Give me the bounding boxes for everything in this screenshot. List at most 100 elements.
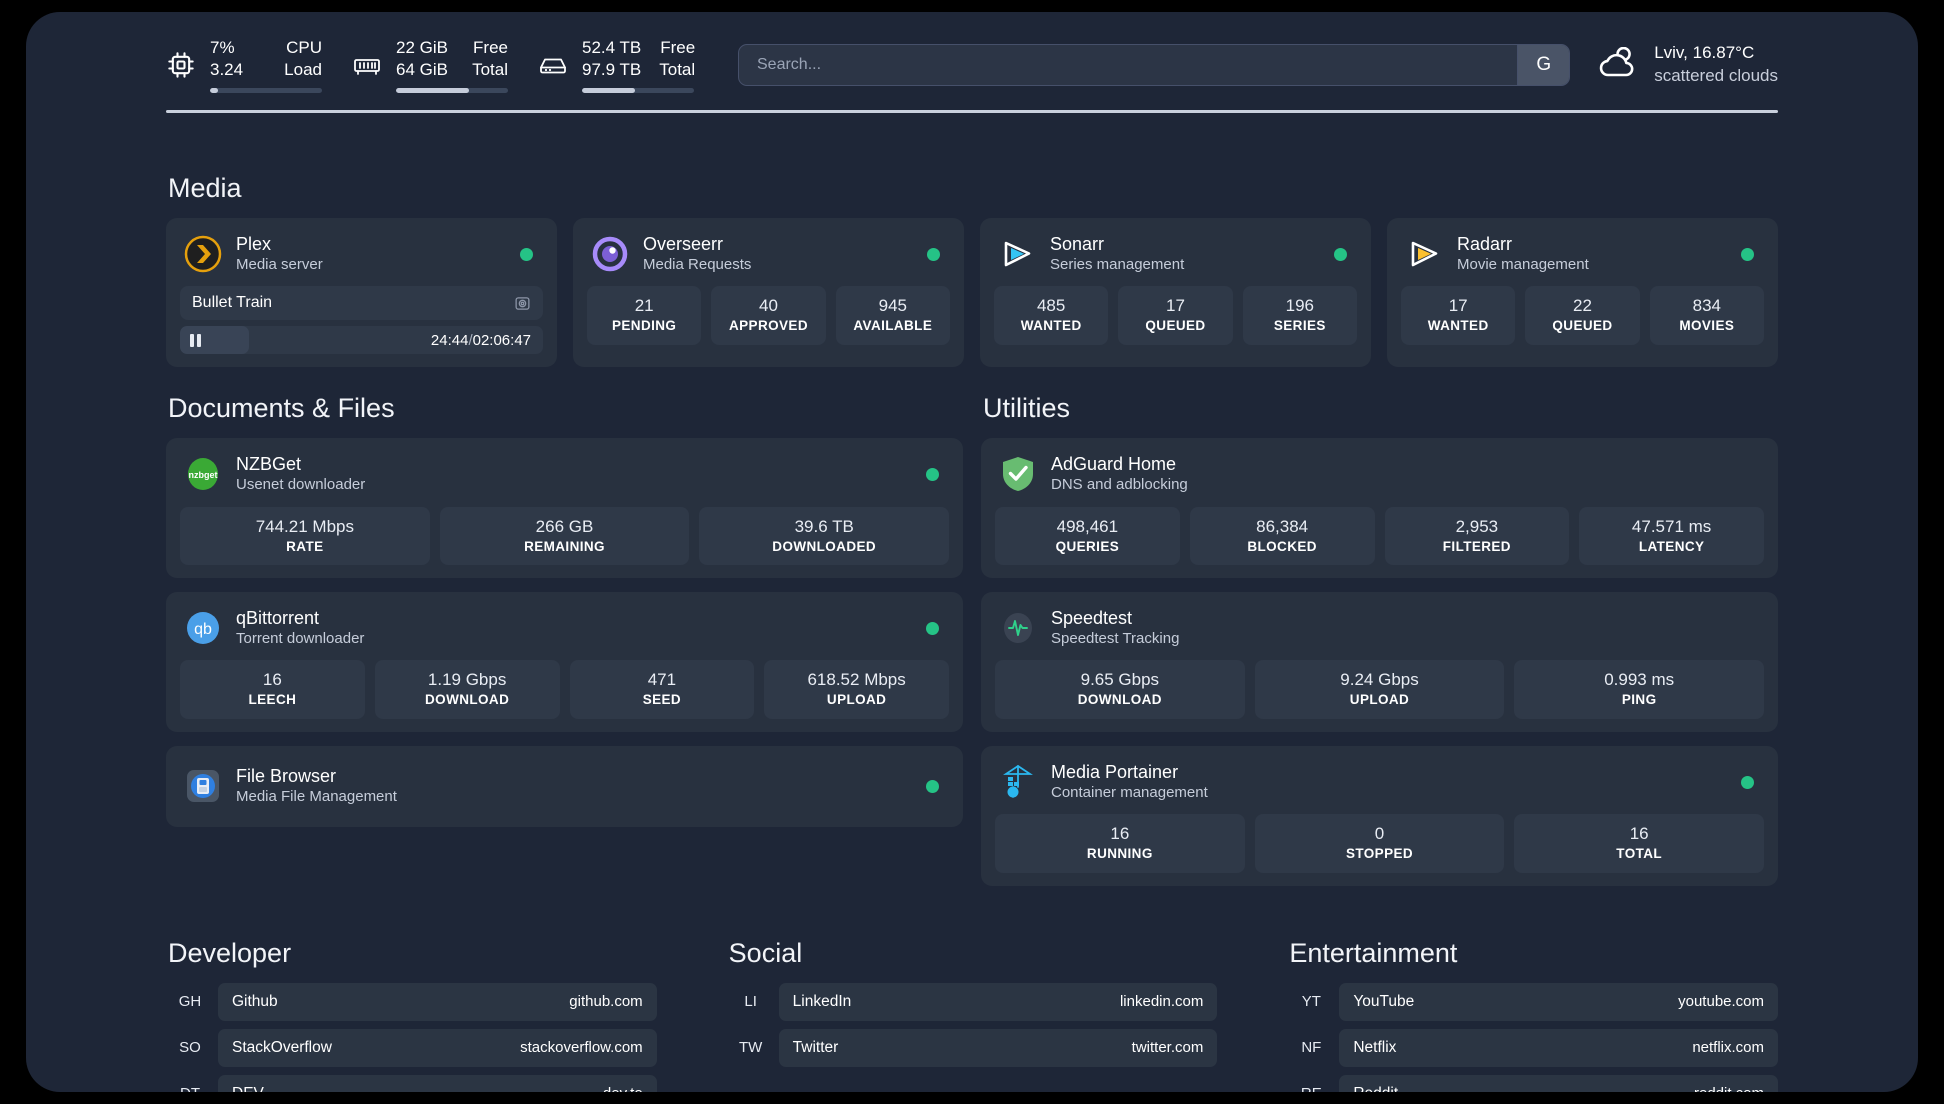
service-stats: 485 WANTED 17 QUEUED 196 SERIES bbox=[994, 286, 1357, 345]
bookmark-link[interactable]: LinkedIn linkedin.com bbox=[778, 982, 1218, 1021]
bookmark-item[interactable]: LI LinkedIn linkedin.com bbox=[727, 982, 1218, 1021]
bookmark-name: Reddit bbox=[1353, 1085, 1398, 1092]
stat-value: 618.52 Mbps bbox=[807, 670, 906, 690]
stat-running: 16 RUNNING bbox=[995, 814, 1245, 873]
bookmark-name: LinkedIn bbox=[792, 992, 852, 1010]
dashboard-page: 7% CPU 3.24 Load bbox=[26, 12, 1918, 1092]
service-card-adguard-home[interactable]: AdGuard Home DNS and adblocking 498,461 … bbox=[981, 438, 1778, 579]
service-name: AdGuard Home bbox=[1051, 454, 1177, 475]
cpu-load-value: 3.24 bbox=[210, 60, 244, 79]
service-desc: DNS and adblocking bbox=[1051, 476, 1188, 494]
section-title-utilities: Utilities bbox=[983, 393, 1071, 424]
bookmark-group-title: Entertainment bbox=[1289, 937, 1458, 968]
bookmark-abbr: LI bbox=[744, 993, 757, 1011]
section-title-media: Media bbox=[168, 173, 242, 203]
bookmark-name: StackOverflow bbox=[232, 1038, 332, 1056]
stat-label: LEECH bbox=[248, 692, 297, 708]
bookmark-item[interactable]: NF Netflix netflix.com bbox=[1287, 1028, 1779, 1067]
stat-label: PING bbox=[1621, 692, 1657, 708]
service-stats: 16 LEECH 1.19 Gbps DOWNLOAD 471 SEED 6 bbox=[180, 660, 949, 720]
service-card-sonarr[interactable]: Sonarr Series management 485 WANTED 17 Q… bbox=[980, 218, 1371, 368]
bookmark-link[interactable]: Twitter twitter.com bbox=[778, 1028, 1218, 1067]
bookmark-link[interactable]: Netflix netflix.com bbox=[1339, 1028, 1779, 1067]
bookmark-abbr: NF bbox=[1301, 1039, 1322, 1057]
speedtest-icon bbox=[999, 609, 1037, 647]
service-card-nzbget[interactable]: nzbget NZBGet Usenet downloader 744.21 M… bbox=[166, 438, 963, 579]
resource-memory: 22 GiB Free 64 GiB Total bbox=[352, 37, 508, 93]
bookmark-link[interactable]: YouTube youtube.com bbox=[1339, 982, 1779, 1021]
service-card-file-browser[interactable]: File Browser Media File Management bbox=[166, 746, 963, 828]
cloud-icon bbox=[1596, 47, 1640, 83]
cpu-usage-bar bbox=[210, 87, 322, 93]
stat-label: AVAILABLE bbox=[853, 318, 933, 334]
service-card-radarr[interactable]: Radarr Movie management 17 WANTED 22 QUE… bbox=[1387, 218, 1778, 368]
stat-label: RATE bbox=[286, 538, 324, 554]
bookmark-link[interactable]: Github github.com bbox=[218, 982, 657, 1021]
qbittorrent-icon: qb bbox=[184, 609, 222, 647]
search-input[interactable] bbox=[739, 45, 1518, 85]
stat-label: DOWNLOAD bbox=[1077, 692, 1162, 708]
bookmark-host: dev.to bbox=[603, 1085, 643, 1092]
stat-value: 47.571 ms bbox=[1631, 516, 1712, 536]
bookmark-group-social: Social LI LinkedIn linkedin.com TW Twitt… bbox=[727, 938, 1218, 1092]
bookmark-host: reddit.com bbox=[1694, 1085, 1764, 1092]
service-desc: Media server bbox=[236, 255, 323, 273]
playback-separator: / bbox=[468, 331, 473, 349]
service-card-plex[interactable]: Plex Media server Bullet Train bbox=[166, 218, 557, 368]
stat-download: 1.19 Gbps DOWNLOAD bbox=[374, 660, 560, 720]
search-bar[interactable]: G bbox=[738, 44, 1571, 86]
service-desc: Speedtest Tracking bbox=[1051, 630, 1180, 648]
stat-label: QUEUED bbox=[1552, 318, 1613, 334]
service-stats: 21 PENDING 40 APPROVED 945 AVAILABLE bbox=[587, 286, 950, 345]
stat-label: FILTERED bbox=[1442, 538, 1511, 554]
search-provider-button[interactable]: G bbox=[1517, 45, 1570, 85]
resource-disk: 52.4 TB Free 97.9 TB Total bbox=[538, 37, 695, 93]
playback-progress-bar[interactable]: 24:44/02:06:47 bbox=[180, 326, 543, 355]
bookmark-abbr: DT bbox=[166, 1085, 214, 1092]
bookmark-link[interactable]: Reddit reddit.com bbox=[1339, 1074, 1779, 1092]
bookmark-group-entertainment: Entertainment YT YouTube youtube.com NF … bbox=[1287, 937, 1779, 1092]
service-card-overseerr[interactable]: Overseerr Media Requests 21 PENDING 40 A… bbox=[573, 218, 964, 368]
bookmark-link[interactable]: DEV dev.to bbox=[218, 1074, 657, 1092]
status-indicator bbox=[520, 247, 533, 261]
weather-widget[interactable]: Lviv, 16.87°C scattered clouds bbox=[1596, 42, 1778, 88]
service-name: Speedtest bbox=[1051, 608, 1133, 629]
plex-now-playing: Bullet Train 24:44/02:06:47 bbox=[180, 286, 543, 355]
header-divider bbox=[166, 110, 1778, 113]
stat-label: QUEUED bbox=[1145, 318, 1206, 334]
media-card-row: Plex Media server Bullet Train bbox=[166, 218, 1778, 368]
stat-latency: 47.571 ms LATENCY bbox=[1579, 506, 1764, 566]
stat-label: PENDING bbox=[612, 318, 677, 334]
bookmark-item[interactable]: GH Github github.com bbox=[166, 982, 657, 1021]
bookmark-name: YouTube bbox=[1353, 992, 1415, 1010]
bookmark-abbr: TW bbox=[739, 1039, 763, 1057]
bookmark-item[interactable]: TW Twitter twitter.com bbox=[727, 1028, 1218, 1067]
service-card-speedtest[interactable]: Speedtest Speedtest Tracking 9.65 Gbps D… bbox=[981, 592, 1778, 733]
stat-queued: 22 QUEUED bbox=[1525, 286, 1640, 345]
cast-icon[interactable] bbox=[514, 295, 531, 312]
stat-value: 0 bbox=[1374, 824, 1385, 844]
memory-total-label: Total bbox=[472, 60, 508, 79]
memory-usage-bar bbox=[396, 87, 508, 93]
service-card-qbittorrent[interactable]: qb qBittorrent Torrent downloader 16 LEE… bbox=[166, 592, 963, 733]
bookmark-item[interactable]: YT YouTube youtube.com bbox=[1287, 982, 1779, 1021]
bookmark-item[interactable]: SO StackOverflow stackoverflow.com bbox=[166, 1028, 657, 1067]
radarr-icon bbox=[1405, 235, 1443, 273]
bookmark-item[interactable]: RE Reddit reddit.com bbox=[1287, 1074, 1779, 1092]
stat-label: APPROVED bbox=[729, 318, 808, 334]
status-indicator bbox=[927, 247, 940, 261]
bookmark-host: linkedin.com bbox=[1119, 993, 1204, 1011]
memory-total-value: 64 GiB bbox=[396, 60, 448, 79]
service-name: Radarr bbox=[1457, 234, 1513, 254]
bookmark-link[interactable]: StackOverflow stackoverflow.com bbox=[218, 1028, 657, 1067]
bookmark-name: Github bbox=[232, 992, 278, 1010]
pause-icon[interactable] bbox=[190, 333, 201, 347]
stat-series: 196 SERIES bbox=[1242, 286, 1357, 345]
adguard-icon bbox=[999, 455, 1037, 493]
bookmark-abbr: YT bbox=[1301, 993, 1321, 1011]
bookmark-item[interactable]: DT DEV dev.to bbox=[166, 1074, 657, 1092]
service-card-media-portainer[interactable]: Media Portainer Container management 16 … bbox=[981, 746, 1778, 886]
stat-value: 17 bbox=[1448, 296, 1468, 316]
service-name: NZBGet bbox=[236, 454, 302, 475]
bookmark-host: twitter.com bbox=[1131, 1039, 1204, 1057]
